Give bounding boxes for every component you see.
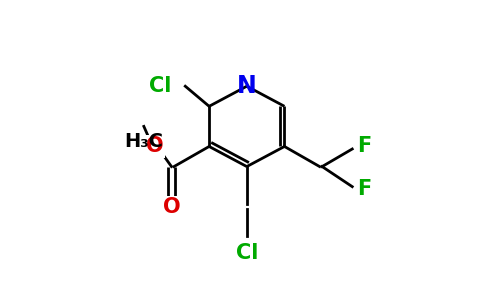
Text: N: N — [237, 74, 257, 98]
Text: Cl: Cl — [236, 243, 258, 263]
Text: O: O — [163, 197, 180, 217]
Text: F: F — [357, 136, 372, 157]
Text: H₃C: H₃C — [124, 132, 163, 151]
Text: O: O — [146, 136, 164, 157]
Text: Cl: Cl — [149, 76, 171, 96]
Text: F: F — [357, 179, 372, 199]
